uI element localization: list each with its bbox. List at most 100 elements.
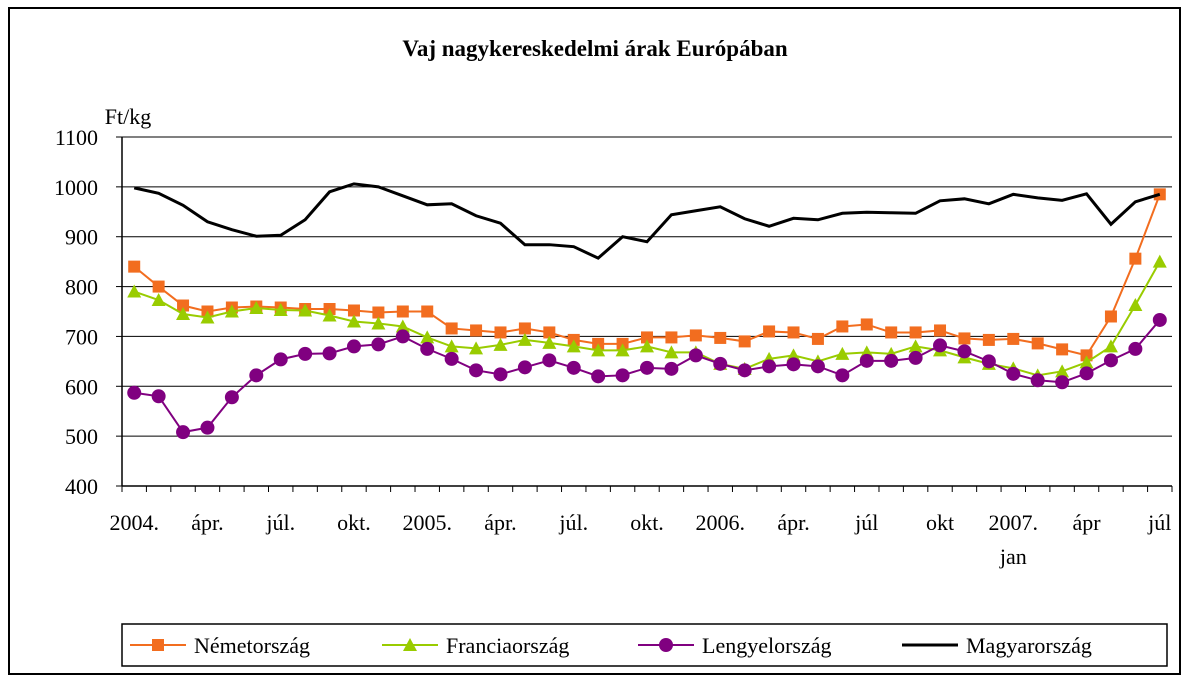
- marker: [273, 303, 288, 317]
- marker: [543, 326, 556, 339]
- marker: [615, 368, 630, 383]
- marker: [689, 329, 702, 342]
- x-tick-label: júl: [1147, 510, 1171, 535]
- marker: [786, 357, 801, 372]
- marker: [395, 329, 410, 344]
- marker: [151, 293, 166, 307]
- marker: [249, 368, 264, 383]
- marker: [909, 326, 922, 339]
- marker: [444, 339, 459, 353]
- marker: [127, 385, 142, 400]
- marker: [371, 316, 386, 330]
- x-tick-label: ápr.: [484, 510, 516, 535]
- marker: [322, 346, 337, 361]
- y-tick-label: 1100: [55, 125, 98, 150]
- marker: [665, 331, 678, 344]
- marker: [298, 346, 313, 361]
- y-tick-label: 700: [65, 324, 98, 349]
- marker: [493, 337, 508, 351]
- marker: [298, 303, 313, 317]
- marker: [322, 308, 337, 322]
- marker: [859, 353, 874, 368]
- y-tick-label: 1000: [54, 175, 98, 200]
- legend-label: Franciaország: [446, 633, 569, 658]
- marker: [403, 638, 417, 651]
- marker: [885, 326, 898, 339]
- marker: [957, 344, 972, 359]
- marker: [908, 350, 923, 365]
- marker: [688, 348, 703, 363]
- y-tick-label: 900: [65, 225, 98, 250]
- marker: [908, 339, 923, 353]
- marker: [934, 324, 947, 337]
- marker: [835, 368, 850, 383]
- marker: [981, 354, 996, 369]
- marker: [249, 301, 264, 315]
- marker: [1152, 312, 1167, 327]
- marker: [517, 360, 532, 375]
- marker: [738, 335, 751, 348]
- marker: [128, 260, 141, 273]
- marker: [640, 360, 654, 375]
- marker: [395, 319, 410, 333]
- marker: [659, 638, 673, 652]
- x-tick-label: okt: [926, 510, 954, 535]
- marker: [714, 331, 727, 344]
- marker: [1007, 332, 1020, 345]
- legend-label: Magyarország: [966, 633, 1092, 658]
- marker: [1055, 375, 1070, 390]
- marker: [1128, 298, 1143, 312]
- legend-label: Németország: [194, 633, 310, 658]
- marker: [176, 306, 191, 320]
- marker: [835, 346, 850, 360]
- marker: [1055, 364, 1070, 378]
- x-tick-label: júl: [854, 510, 878, 535]
- marker: [494, 326, 507, 339]
- marker: [1056, 343, 1069, 356]
- marker: [127, 284, 142, 298]
- marker: [518, 322, 531, 335]
- marker: [273, 352, 288, 367]
- marker: [445, 322, 458, 335]
- marker: [762, 359, 777, 374]
- x-tick-label: ápr: [1072, 510, 1101, 535]
- marker: [1152, 254, 1167, 268]
- marker: [591, 369, 606, 384]
- chart-title: Vaj nagykereskedelmi árak Európában: [402, 36, 788, 61]
- marker: [371, 337, 386, 352]
- y-tick-label: 800: [65, 275, 98, 300]
- marker: [224, 390, 239, 405]
- marker: [664, 361, 679, 376]
- marker: [493, 367, 508, 382]
- marker: [347, 304, 360, 317]
- marker: [1079, 355, 1094, 369]
- marker: [884, 353, 899, 368]
- x-tick-label: okt.: [630, 510, 664, 535]
- x-tick-label: 2004.: [109, 510, 159, 535]
- marker: [421, 305, 434, 318]
- marker: [1030, 373, 1045, 388]
- x-tick-label: 2006.: [696, 510, 746, 535]
- marker: [346, 339, 361, 354]
- x-tick-label: 2007. jan: [989, 510, 1039, 569]
- marker: [542, 353, 557, 368]
- y-axis-label: Ft/kg: [105, 104, 151, 129]
- marker: [1128, 341, 1143, 356]
- marker: [1006, 366, 1021, 381]
- marker: [640, 339, 654, 353]
- x-tick-label: júl.: [265, 510, 295, 535]
- y-tick-label: 500: [65, 424, 98, 449]
- marker: [763, 325, 776, 338]
- marker: [737, 363, 752, 378]
- marker: [469, 363, 484, 378]
- x-tick-label: ápr.: [777, 510, 809, 535]
- marker: [713, 356, 728, 371]
- marker: [1031, 337, 1044, 350]
- marker: [200, 420, 215, 435]
- marker: [177, 299, 190, 312]
- marker: [664, 345, 679, 359]
- marker: [641, 331, 653, 344]
- marker: [933, 338, 948, 353]
- marker: [151, 389, 166, 404]
- marker: [176, 425, 191, 440]
